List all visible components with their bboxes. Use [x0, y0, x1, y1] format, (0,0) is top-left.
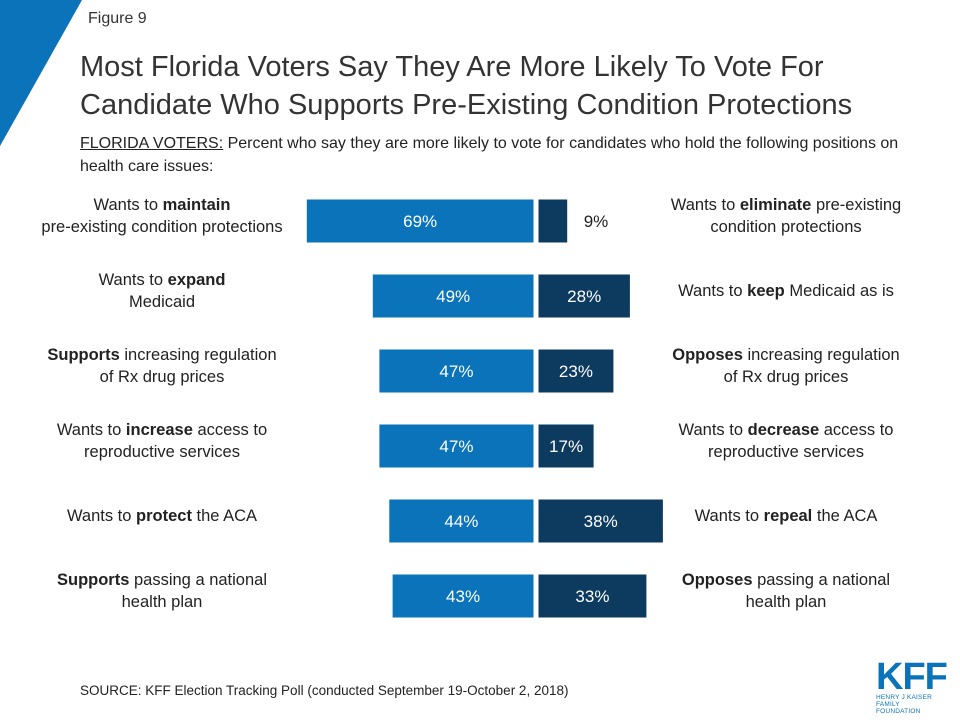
support-bar: [388, 498, 535, 544]
support-bar: [371, 273, 535, 319]
chart-title: Most Florida Voters Say They Are More Li…: [80, 51, 853, 121]
support-value-label: 49%: [436, 287, 470, 306]
oppose-category-label: Wants to decrease access to reproductive …: [679, 421, 894, 461]
source-note: SOURCE: KFF Election Tracking Poll (cond…: [80, 683, 569, 698]
oppose-value-label: 17%: [549, 437, 583, 456]
figure-label: Figure 9: [88, 10, 147, 27]
support-bar: [378, 423, 535, 469]
oppose-value-label: 28%: [567, 287, 601, 306]
oppose-bar: [537, 198, 569, 244]
support-bar: [391, 573, 535, 619]
kff-logo: KFF HENRY J KAISER FAMILY FOUNDATION: [876, 656, 948, 715]
support-category-label: Supports increasing regulation of Rx drug…: [47, 346, 276, 386]
oppose-value-label: 23%: [559, 362, 593, 381]
oppose-category-label: Wants to repeal the ACA: [695, 507, 878, 525]
oppose-category-label: Opposes increasing regulation of Rx drug …: [672, 346, 899, 386]
support-value-label: 47%: [439, 437, 473, 456]
support-value-label: 43%: [446, 587, 480, 606]
oppose-value-label: 38%: [584, 512, 618, 531]
support-category-label: Wants to increase access to reproductive …: [57, 421, 267, 461]
oppose-bar: [537, 573, 648, 619]
support-value-label: 69%: [403, 212, 437, 231]
subtitle-text: Percent who say they are more likely to …: [80, 135, 899, 175]
logo-line-1: HENRY J KAISER: [876, 694, 933, 701]
support-bar: [305, 198, 535, 244]
oppose-bar: [537, 348, 615, 394]
support-category-label: Wants to expand Medicaid: [99, 271, 226, 311]
corner-accent-shape: [0, 0, 82, 146]
support-value-label: 47%: [439, 362, 473, 381]
oppose-bar: [537, 498, 664, 544]
oppose-category-label: Wants to keep Medicaid as is: [678, 282, 894, 300]
oppose-category-label: Opposes passing a national health plan: [682, 571, 890, 611]
oppose-bar: [537, 273, 631, 319]
support-category-label: Supports passing a national health plan: [57, 571, 267, 611]
logo-mark: KFF: [876, 656, 948, 698]
oppose-value-label: 9%: [584, 212, 609, 231]
support-bar: [378, 348, 535, 394]
support-category-label: Wants to maintain pre-existing condition …: [41, 196, 282, 236]
support-category-label: Wants to protect the ACA: [67, 507, 257, 525]
oppose-value-label: 33%: [575, 587, 609, 606]
logo-line-2: FAMILY FOUNDATION: [876, 701, 921, 715]
support-value-label: 44%: [444, 512, 478, 531]
chart-subtitle: FLORIDA VOTERS: Percent who say they are…: [80, 132, 940, 178]
oppose-bar: [537, 423, 595, 469]
subtitle-lead: FLORIDA VOTERS:: [80, 135, 224, 152]
oppose-category-label: Wants to eliminate pre-existing condition…: [671, 196, 901, 236]
